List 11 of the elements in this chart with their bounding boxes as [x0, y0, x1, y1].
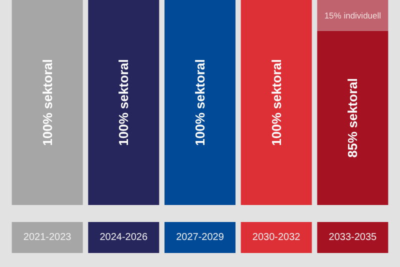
x-tick-label: 2033-2035 [328, 232, 378, 243]
data-label: 100% sektoral [268, 59, 284, 146]
x-tick-label: 2024-2026 [100, 232, 148, 243]
data-label: 85% sektoral [345, 78, 360, 158]
x-tick-label: 2021-2023 [23, 232, 72, 243]
data-label: 100% sektoral [40, 59, 55, 146]
x-tick-label: 2027-2029 [176, 232, 224, 243]
data-label: 100% sektoral [116, 59, 132, 146]
x-tick-label: 2030-2032 [252, 232, 301, 243]
data-label: 15% individuell [324, 10, 382, 20]
data-label: 100% sektoral [192, 59, 208, 146]
